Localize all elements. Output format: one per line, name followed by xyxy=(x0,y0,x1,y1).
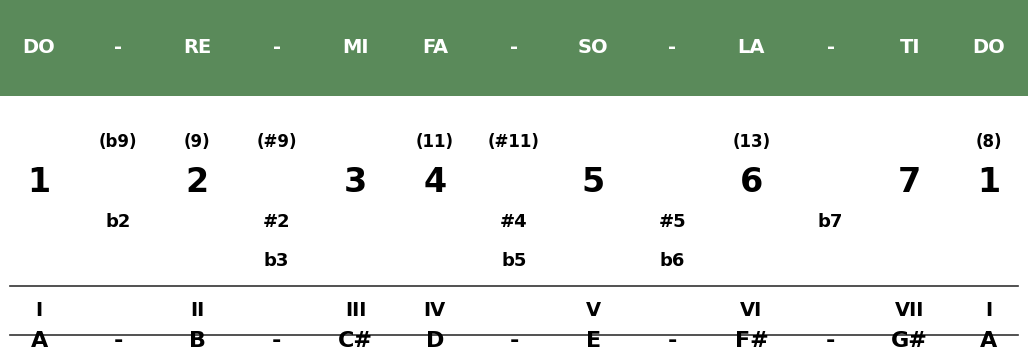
Text: -: - xyxy=(272,38,281,58)
Text: V: V xyxy=(586,301,600,320)
Text: #4: #4 xyxy=(501,213,527,231)
Text: -: - xyxy=(827,38,835,58)
Text: (b9): (b9) xyxy=(99,133,138,151)
Text: -: - xyxy=(668,38,676,58)
Text: RE: RE xyxy=(183,38,212,58)
Text: II: II xyxy=(190,301,205,320)
Text: TI: TI xyxy=(900,38,920,58)
Text: #5: #5 xyxy=(659,213,686,231)
Text: DO: DO xyxy=(23,38,56,58)
Text: 1: 1 xyxy=(978,166,1000,199)
Text: B: B xyxy=(189,332,206,351)
Text: VI: VI xyxy=(740,301,763,320)
Text: I: I xyxy=(986,301,992,320)
Text: b5: b5 xyxy=(502,252,526,270)
Text: b7: b7 xyxy=(818,213,843,231)
Text: b6: b6 xyxy=(660,252,685,270)
Text: LA: LA xyxy=(738,38,765,58)
Text: IV: IV xyxy=(424,301,446,320)
Text: C#: C# xyxy=(338,332,373,351)
Text: E: E xyxy=(586,332,600,351)
Text: -: - xyxy=(113,332,123,351)
Text: VII: VII xyxy=(895,301,924,320)
Text: I: I xyxy=(36,301,42,320)
Text: -: - xyxy=(667,332,677,351)
Text: b2: b2 xyxy=(106,213,131,231)
Text: 7: 7 xyxy=(898,166,921,199)
Text: (8): (8) xyxy=(976,133,1002,151)
Text: 4: 4 xyxy=(424,166,446,199)
Text: FA: FA xyxy=(421,38,448,58)
Text: (11): (11) xyxy=(416,133,453,151)
Text: (13): (13) xyxy=(732,133,771,151)
Text: (9): (9) xyxy=(184,133,211,151)
Text: 3: 3 xyxy=(344,166,367,199)
Text: #2: #2 xyxy=(263,213,290,231)
Text: 1: 1 xyxy=(28,166,50,199)
Text: -: - xyxy=(271,332,282,351)
Text: (#9): (#9) xyxy=(256,133,297,151)
Text: -: - xyxy=(510,38,518,58)
Text: A: A xyxy=(31,332,47,351)
Text: 2: 2 xyxy=(186,166,209,199)
Text: 6: 6 xyxy=(740,166,763,199)
FancyBboxPatch shape xyxy=(0,0,1028,96)
Text: MI: MI xyxy=(342,38,369,58)
Text: -: - xyxy=(509,332,519,351)
Text: A: A xyxy=(981,332,997,351)
Text: 5: 5 xyxy=(582,166,604,199)
Text: F#: F# xyxy=(735,332,768,351)
Text: -: - xyxy=(825,332,836,351)
Text: III: III xyxy=(345,301,366,320)
Text: DO: DO xyxy=(972,38,1005,58)
Text: b3: b3 xyxy=(264,252,289,270)
Text: G#: G# xyxy=(891,332,928,351)
Text: SO: SO xyxy=(578,38,609,58)
Text: -: - xyxy=(114,38,122,58)
Text: (#11): (#11) xyxy=(488,133,540,151)
Text: D: D xyxy=(426,332,444,351)
